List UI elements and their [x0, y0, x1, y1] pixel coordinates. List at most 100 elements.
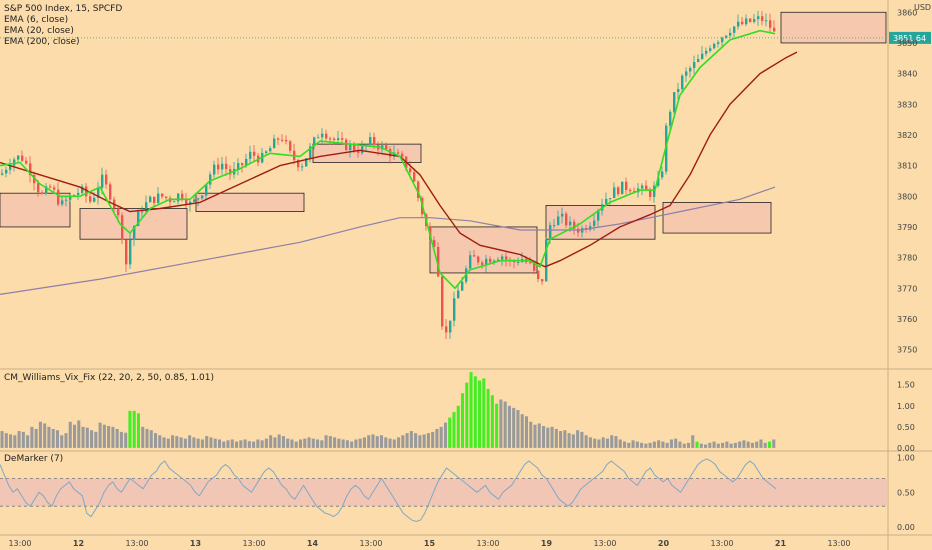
vix-fix-bar: [17, 431, 21, 448]
candle-body: [477, 256, 480, 263]
time-tick-label: 13:00: [8, 539, 31, 548]
vix-fix-bar: [90, 430, 94, 448]
vix-fix-bar: [107, 426, 111, 448]
vix-fix-bar: [704, 444, 708, 448]
vix-fix-bar: [460, 393, 465, 448]
price-tick-label: 3830: [897, 100, 917, 109]
candle-body: [93, 197, 96, 202]
candle-body: [529, 262, 532, 264]
vix-fix-bar: [546, 427, 550, 448]
candle-body: [301, 166, 304, 168]
vix-fix-bar: [341, 439, 345, 448]
time-tick-label: 13:00: [476, 539, 499, 548]
candle-body: [297, 160, 300, 168]
candle-body: [357, 150, 360, 154]
price-tick-label: 3800: [897, 192, 917, 201]
candle-body: [497, 259, 500, 261]
candle-body: [341, 138, 344, 140]
candle-body: [621, 181, 624, 195]
candle-body: [157, 193, 160, 203]
candle-body: [85, 186, 88, 197]
candle-body: [649, 189, 652, 197]
vix-fix-bar: [132, 410, 136, 448]
vix-fix-bar: [640, 442, 644, 448]
vix-fix-bar: [115, 428, 119, 448]
vix-fix-bar: [507, 405, 511, 448]
vix-fix-bar: [605, 438, 610, 448]
vix-fix-bar: [405, 433, 409, 448]
candle-body: [269, 148, 272, 152]
candle-body: [573, 221, 576, 229]
vix-fix-bar: [226, 440, 230, 448]
vix-fix-bar: [286, 438, 290, 448]
candle-body: [605, 198, 608, 205]
vix-tick-label: 0.00: [897, 444, 915, 453]
vix-fix-bar: [388, 438, 392, 448]
vix-fix-bar: [767, 441, 772, 448]
vix-fix-bar: [72, 424, 77, 448]
vix-fix-bar: [252, 441, 256, 448]
candle-body: [201, 195, 204, 199]
candle-body: [17, 155, 20, 160]
candle-body: [581, 228, 584, 233]
vix-fix-bar: [222, 441, 226, 448]
vix-fix-bar: [422, 434, 426, 448]
candle-body: [193, 199, 196, 202]
vix-fix-bar: [618, 439, 622, 448]
candle-body: [337, 138, 340, 140]
vix-fix-bar: [320, 440, 324, 448]
vix-fix-bar: [239, 440, 243, 448]
candle-body: [285, 139, 288, 142]
vix-fix-bar: [529, 421, 533, 448]
price-tick-label: 3850: [897, 39, 917, 48]
candle-body: [33, 175, 36, 184]
candle-body: [549, 225, 552, 240]
vix-fix-bar: [601, 437, 605, 448]
vix-fix-bar: [0, 431, 4, 448]
vix-fix-bar: [269, 435, 273, 448]
vix-fix-bar: [661, 441, 665, 448]
currency-label: USD: [914, 3, 931, 12]
candle-body: [277, 138, 280, 140]
demarker-line: [0, 458, 777, 523]
candle-body: [281, 139, 284, 141]
candle-body: [693, 62, 696, 69]
vix-fix-bar: [426, 433, 430, 448]
candle-body: [145, 202, 148, 212]
vix-fix-bar: [111, 426, 115, 448]
candle-body: [685, 71, 688, 76]
vix-fix-bar: [392, 439, 396, 448]
vix-fix-bar: [418, 435, 422, 448]
candle-body: [53, 187, 56, 190]
vix-fix-bar: [533, 424, 537, 448]
vix-fix-bar: [13, 435, 17, 448]
vix-fix-bar: [524, 416, 529, 448]
candle-body: [489, 258, 492, 263]
vix-fix-bar: [725, 441, 729, 448]
ema20-legend: EMA (20, close): [4, 26, 74, 36]
candle-body: [689, 68, 692, 72]
candle-body: [317, 137, 320, 139]
candle-body: [141, 211, 144, 213]
candle-body: [441, 276, 444, 327]
vix-fix-bar: [635, 441, 639, 448]
vix-fix-bar: [145, 428, 149, 448]
vix-fix-bar: [162, 437, 166, 448]
candle-body: [653, 185, 656, 197]
candle-body: [185, 198, 188, 205]
candle-body: [721, 37, 724, 43]
vix-fix-bar: [128, 410, 132, 448]
candle-body: [153, 196, 156, 203]
support-resistance-zone: [545, 205, 656, 240]
vix-fix-bar: [439, 426, 443, 448]
candle-body: [149, 196, 152, 203]
vix-fix-bar: [571, 434, 575, 448]
vix-fix-bar: [235, 441, 239, 448]
candle-body: [181, 193, 184, 199]
vix-fix-bar: [448, 417, 452, 448]
candle-body: [329, 138, 332, 140]
candle-body: [613, 187, 616, 199]
vix-fix-bar: [213, 438, 217, 448]
